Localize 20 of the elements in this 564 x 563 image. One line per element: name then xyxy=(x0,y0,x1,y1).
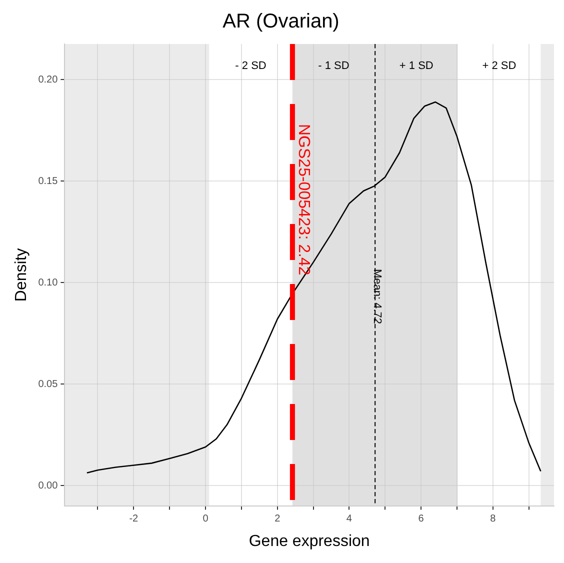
band-label: - 1 SD xyxy=(318,60,350,72)
y-tick-label: 0.15 xyxy=(38,176,58,187)
band-label: + 2 SD xyxy=(482,60,516,72)
x-tick-label: 6 xyxy=(418,514,424,525)
band-label: + 1 SD xyxy=(399,60,434,72)
chart-title: AR (Ovarian) xyxy=(222,10,340,33)
x-tick-label: 0 xyxy=(202,514,209,525)
x-tick-label: 2 xyxy=(274,514,281,525)
ref-line-label: NGS25-005423: 2.42 xyxy=(295,124,312,276)
x-tick-label: 4 xyxy=(346,514,352,525)
x-axis-title: Gene expression xyxy=(248,532,370,550)
y-tick-label: 0.05 xyxy=(38,378,58,390)
x-tick-label: 8 xyxy=(490,514,496,525)
band-label: - 2 SD xyxy=(235,60,266,72)
ref-line-label: Mean: 4.72 xyxy=(371,269,384,324)
y-axis-title: Density xyxy=(13,248,30,302)
x-tick-label: -2 xyxy=(129,514,139,525)
y-tick-label: 0.20 xyxy=(38,74,58,86)
y-tick-label: 0.10 xyxy=(38,277,58,288)
y-tick-label: 0.00 xyxy=(38,480,58,492)
